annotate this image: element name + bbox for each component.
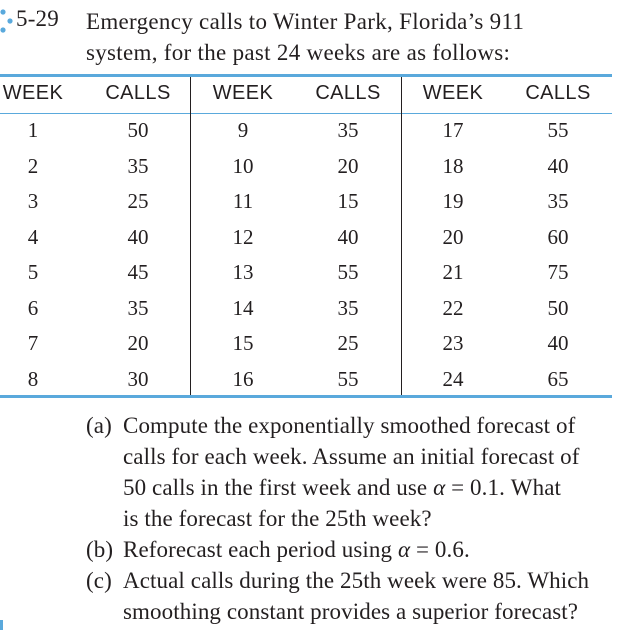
- table-cell-calls: 75: [547, 260, 569, 284]
- table-cell-week: 12: [232, 224, 254, 249]
- problem-statement: Emergency calls to Winter Park, Florida’…: [86, 6, 618, 68]
- table-cell-week: 8: [27, 366, 39, 391]
- problem-statement-line: Emergency calls to Winter Park, Florida’…: [86, 9, 525, 34]
- part-label: (a): [86, 413, 112, 438]
- header-calls: CALLS: [525, 82, 591, 104]
- table-cell-week: 4: [27, 224, 39, 249]
- header-calls: CALLS: [105, 82, 171, 104]
- table-cell-week: 11: [232, 189, 254, 213]
- problem-statement-line: system, for the past 24 weeks are as fol…: [86, 40, 511, 65]
- question-parts: (a) Compute the exponentially smoothed f…: [86, 410, 622, 627]
- part-line: Compute the exponentially smoothed forec…: [123, 413, 576, 438]
- table-cell-week: 6: [27, 295, 39, 320]
- table-cell-week: 23: [442, 331, 464, 355]
- part-line: is the forecast for the 25th week?: [123, 506, 432, 531]
- table-cell-calls: 35: [127, 295, 149, 320]
- table-cell-calls: 40: [547, 331, 569, 355]
- table-cell-calls: 65: [547, 366, 569, 391]
- table-cell-week: 16: [232, 366, 254, 391]
- table-cell-calls: 40: [127, 224, 149, 249]
- table-cell-week: 9: [237, 118, 249, 142]
- table-cell-calls: 35: [547, 189, 569, 213]
- table-bottom-rule: [0, 395, 612, 398]
- table-cell-calls: 35: [337, 118, 359, 142]
- header-week: WEEK: [2, 82, 64, 104]
- table-cell-week: 18: [442, 153, 464, 178]
- question-part-b: (b) Reforecast each period using α = 0.6…: [86, 534, 622, 565]
- table-cell-calls: 45: [127, 260, 149, 284]
- table-cell-calls: 60: [547, 224, 569, 249]
- table-cell-week: 3: [27, 189, 39, 213]
- question-part-c: (c) Actual calls during the 25th week we…: [86, 565, 622, 627]
- header-calls: CALLS: [315, 82, 381, 104]
- table-cell-calls: 25: [127, 189, 149, 213]
- question-part-a: (a) Compute the exponentially smoothed f…: [86, 410, 622, 534]
- table-cell-week: 13: [232, 260, 254, 284]
- table-column-divider: [401, 77, 402, 395]
- alpha-symbol: α: [397, 537, 411, 562]
- table-cell-week: 17: [442, 118, 464, 142]
- table-cell-week: 22: [442, 295, 464, 320]
- table-cell-calls: 20: [127, 331, 149, 355]
- table-cell-calls: 55: [337, 366, 359, 391]
- table-cell-week: 24: [442, 366, 464, 391]
- table-cell-week: 2: [27, 153, 39, 178]
- part-label: (b): [86, 537, 114, 562]
- table-cell-week: 1: [27, 118, 39, 142]
- table-header-rule: [0, 113, 612, 114]
- table-cell-week: 14: [232, 295, 254, 320]
- table-cell-calls: 20: [337, 153, 359, 178]
- part-line: 50 calls in the first week and use α = 0…: [123, 475, 562, 500]
- table-cell-calls: 15: [337, 189, 359, 213]
- part-line: smoothing constant provides a superior f…: [123, 599, 579, 624]
- part-line: Reforecast each period using α = 0.6.: [123, 537, 470, 562]
- alpha-symbol: α: [433, 475, 446, 500]
- table-cell-calls: 40: [547, 153, 569, 178]
- problem-number: 5-29: [16, 6, 59, 31]
- part-label: (c): [86, 568, 112, 593]
- table-cell-week: 7: [27, 331, 39, 355]
- table-cell-calls: 30: [127, 366, 149, 391]
- table-top-rule: [0, 74, 612, 77]
- table-cell-week: 19: [442, 189, 464, 213]
- header-week: WEEK: [212, 82, 274, 104]
- margin-tick: [0, 620, 3, 630]
- table-cell-calls: 35: [337, 295, 359, 320]
- part-line: calls for each week. Assume an initial f…: [123, 444, 580, 469]
- problem-marker-icon: [0, 9, 13, 33]
- part-line: Actual calls during the 25th week were 8…: [123, 568, 590, 593]
- table-cell-week: 10: [232, 153, 254, 178]
- table-cell-week: 5: [27, 260, 39, 284]
- table-cell-week: 15: [232, 331, 254, 355]
- table-cell-calls: 55: [337, 260, 359, 284]
- table-cell-calls: 25: [337, 331, 359, 355]
- header-week: WEEK: [422, 82, 484, 104]
- table-cell-calls: 50: [547, 295, 569, 320]
- table-cell-calls: 35: [127, 153, 149, 178]
- table-cell-calls: 40: [337, 224, 359, 249]
- table-column-divider: [190, 77, 191, 395]
- table-cell-week: 21: [442, 260, 464, 284]
- table-cell-calls: 50: [127, 118, 149, 142]
- table-cell-week: 20: [442, 224, 464, 249]
- table-cell-calls: 55: [547, 118, 569, 142]
- clipped-previous-line: [200, 0, 460, 2]
